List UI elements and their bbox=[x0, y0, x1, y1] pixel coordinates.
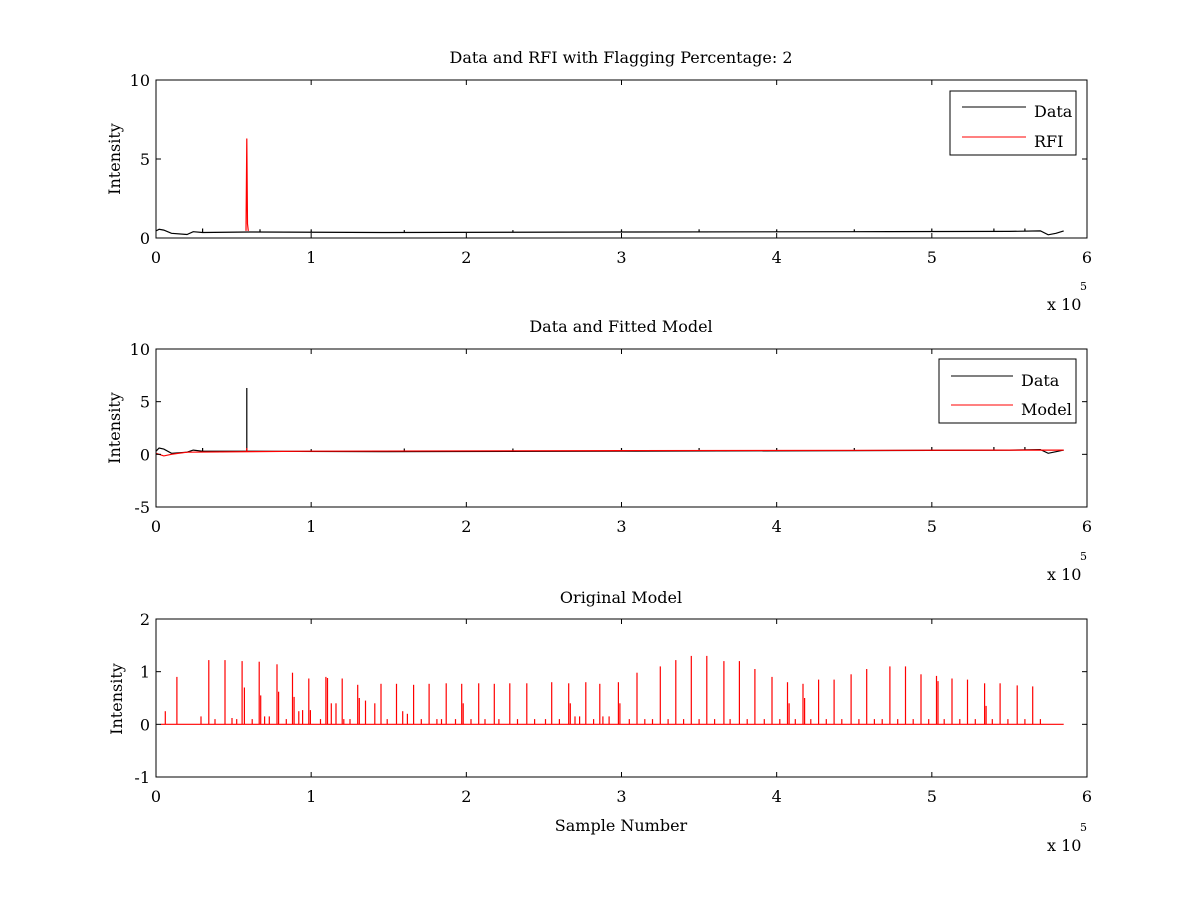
x-axis-label: Sample Number bbox=[555, 816, 688, 835]
series-model-0 bbox=[160, 655, 1064, 725]
x-multiplier-power: 5 bbox=[1080, 821, 1087, 834]
x-tick-label: 1 bbox=[306, 787, 316, 806]
x-tick-label: 4 bbox=[772, 248, 782, 267]
series-model bbox=[155, 448, 1064, 457]
legend-label-data: Data bbox=[1021, 371, 1060, 390]
x-tick-label: 3 bbox=[616, 248, 626, 267]
panel-data-rfi: Data and RFI with Flagging Percentage: 2… bbox=[105, 48, 1092, 314]
x-multiplier-base: x 10 bbox=[1047, 295, 1081, 314]
x-tick-label: 2 bbox=[461, 787, 471, 806]
x-tick-label: 6 bbox=[1082, 787, 1092, 806]
x-tick-label: 4 bbox=[772, 787, 782, 806]
legend-label-data: Data bbox=[1034, 102, 1073, 121]
y-tick-label: 2 bbox=[140, 610, 150, 629]
y-tick-label: 0 bbox=[140, 715, 150, 734]
x-tick-label: 0 bbox=[151, 248, 161, 267]
series-data bbox=[155, 228, 1064, 236]
legend-label-model: Model bbox=[1021, 400, 1072, 419]
x-tick-label: 3 bbox=[616, 787, 626, 806]
x-tick-label: 3 bbox=[616, 517, 626, 536]
legend-box bbox=[949, 90, 1077, 156]
y-tick-label: 0 bbox=[140, 445, 150, 464]
x-tick-label: 1 bbox=[306, 248, 316, 267]
x-multiplier-power: 5 bbox=[1080, 280, 1087, 293]
chart-title: Original Model bbox=[560, 588, 682, 607]
y-tick-label: 10 bbox=[130, 340, 150, 359]
y-tick-label: 5 bbox=[140, 393, 150, 412]
y-tick-label: -5 bbox=[134, 498, 150, 517]
legend: Data RFI bbox=[949, 90, 1077, 156]
y-tick-label: 10 bbox=[130, 71, 150, 90]
series-rfi bbox=[245, 138, 249, 231]
x-tick-label: 6 bbox=[1082, 517, 1092, 536]
x-multiplier-base: x 10 bbox=[1047, 836, 1081, 855]
series-line bbox=[155, 228, 1064, 236]
chart-title: Data and Fitted Model bbox=[529, 317, 712, 336]
x-tick-label: 2 bbox=[461, 517, 471, 536]
x-tick-label: 5 bbox=[927, 517, 937, 536]
y-tick-label: 0 bbox=[140, 229, 150, 248]
legend: Data Model bbox=[938, 358, 1077, 424]
x-tick-label: 5 bbox=[927, 787, 937, 806]
y-axis-label: Intensity bbox=[105, 123, 124, 195]
chart-title: Data and RFI with Flagging Percentage: 2 bbox=[449, 48, 792, 67]
x-tick-label: 0 bbox=[151, 517, 161, 536]
y-axis-label: Intensity bbox=[105, 392, 124, 464]
x-tick-label: 2 bbox=[461, 248, 471, 267]
x-multiplier-power: 5 bbox=[1080, 550, 1087, 563]
y-tick-label: 1 bbox=[140, 663, 150, 682]
legend-label-rfi: RFI bbox=[1034, 132, 1063, 151]
x-tick-label: 5 bbox=[927, 248, 937, 267]
x-tick-label: 0 bbox=[151, 787, 161, 806]
x-multiplier-base: x 10 bbox=[1047, 565, 1081, 584]
legend-box bbox=[938, 358, 1077, 424]
y-tick-label: -1 bbox=[134, 768, 150, 787]
x-tick-label: 1 bbox=[306, 517, 316, 536]
y-axis-label: Intensity bbox=[107, 663, 126, 735]
x-tick-label: 6 bbox=[1082, 248, 1092, 267]
series-line bbox=[245, 138, 249, 231]
y-tick-label: 5 bbox=[140, 150, 150, 169]
x-tick-label: 4 bbox=[772, 517, 782, 536]
series-line bbox=[155, 449, 1064, 457]
panel-data-fitted-model: Data and Fitted Model Intensity 0 1 2 3 4 5 6 -… bbox=[105, 317, 1092, 584]
